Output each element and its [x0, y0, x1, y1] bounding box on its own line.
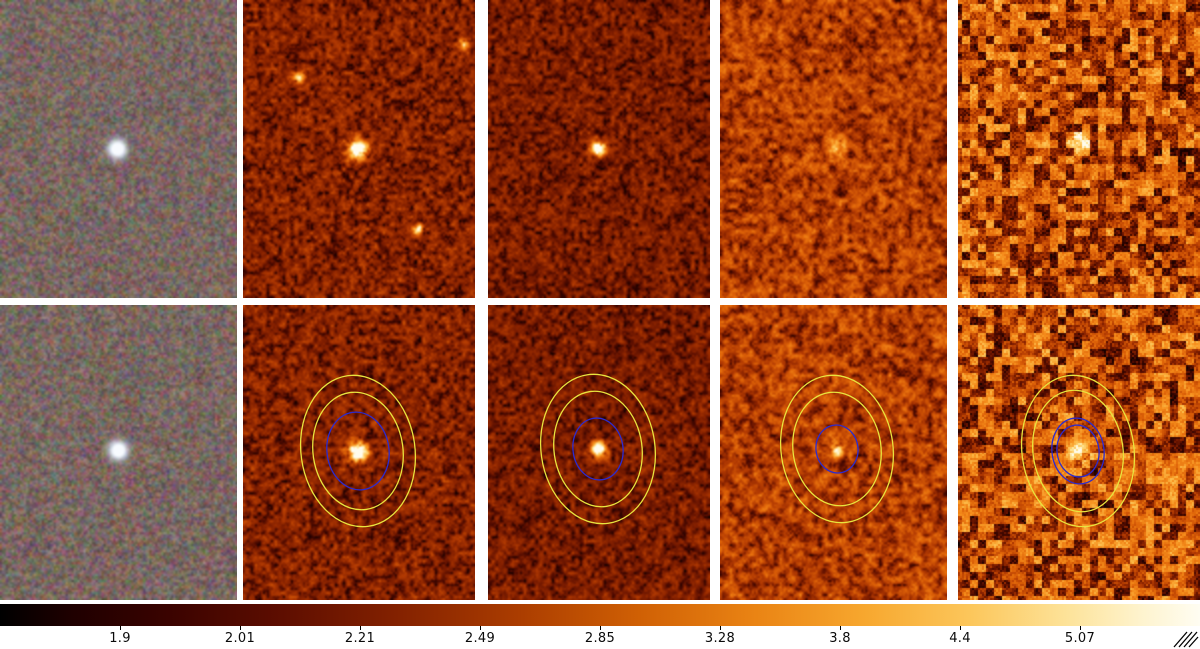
- colorbar-tick: [480, 626, 481, 630]
- colorbar-tick: [1080, 626, 1081, 630]
- cutout-r2c3: [488, 305, 710, 600]
- colorbar-tick-label: 4.4: [949, 631, 971, 646]
- colorbar-tick-label: 3.8: [829, 631, 851, 646]
- colorbar-tick: [960, 626, 961, 630]
- colorbar-tick: [120, 626, 121, 630]
- diagonal-hatch-icon: [1173, 631, 1199, 648]
- cutout-r1c3: [488, 0, 710, 298]
- colorbar-tick-label: 2.49: [464, 631, 496, 646]
- colorbar-tick-label: 2.85: [584, 631, 616, 646]
- cutout-r1c5: [958, 0, 1200, 298]
- colorbar-tick: [240, 626, 241, 630]
- cutout-r2c2: [243, 305, 475, 600]
- colorbar-tick: [360, 626, 361, 630]
- colorbar-tick-label: 5.07: [1064, 631, 1096, 646]
- cutout-r2c1: [0, 305, 237, 600]
- colorbar-tick: [840, 626, 841, 630]
- cutout-r2c5: [958, 305, 1200, 600]
- cutout-r2c4: [720, 305, 947, 600]
- colorbar: [0, 604, 1200, 626]
- cutout-r1c1: [0, 0, 237, 298]
- cutout-r1c2: [243, 0, 475, 298]
- colorbar-tick-label: 1.9: [109, 631, 131, 646]
- colorbar-tick: [720, 626, 721, 630]
- cutout-r1c4: [720, 0, 947, 298]
- colorbar-tick-label: 2.01: [224, 631, 256, 646]
- colorbar-tick-label: 2.21: [344, 631, 376, 646]
- colorbar-tick-label: 3.28: [704, 631, 736, 646]
- colorbar-gradient: [0, 604, 1200, 626]
- colorbar-tick: [600, 626, 601, 630]
